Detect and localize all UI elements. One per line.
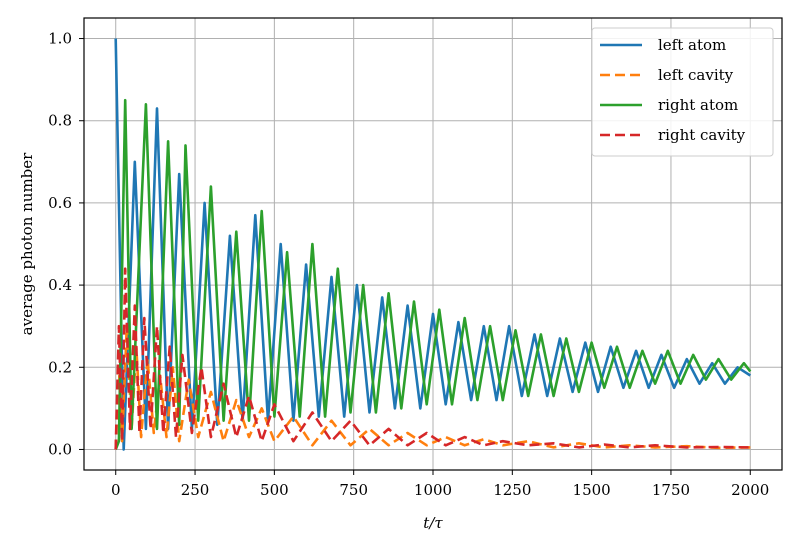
series-line-left-atom [114,38,752,451]
y-tick-label-2: 0.4 [48,276,72,294]
x-tick-label-5: 1250 [493,481,531,499]
x-tick-label-3: 750 [339,481,368,499]
x-axis-label: t/τ [423,514,443,532]
x-tick-label-4: 1000 [414,481,452,499]
x-tick-label-7: 1750 [652,481,690,499]
y-axis-label: average photon number [18,152,36,335]
x-tick-label-0: 0 [111,481,121,499]
legend-label-3: right cavity [658,126,746,144]
series-line-right-cavity [114,267,751,450]
x-tick-label-2: 500 [260,481,289,499]
legend: left atom left cavity right atom right cavi… [591,27,774,157]
series-layer [114,38,752,451]
y-tick-label-5: 1.0 [48,30,72,48]
y-tick-label-4: 0.8 [48,112,72,130]
y-tick-label-3: 0.6 [48,194,72,212]
series-line-right-atom [114,98,752,450]
x-tick-label-6: 1500 [573,481,611,499]
x-tick-label-1: 250 [181,481,210,499]
legend-label-2: right atom [658,96,738,114]
y-tick-label-1: 0.2 [48,358,72,376]
legend-label-1: left cavity [658,66,734,84]
legend-box [591,27,774,157]
legend-label-0: left atom [658,36,726,54]
ticks: 0 250 500 750 1000 1250 1500 1750 2000 0.0 0.2 0.4 0… [48,30,769,499]
x-tick-label-8: 2000 [731,481,769,499]
y-tick-label-0: 0.0 [48,440,72,458]
